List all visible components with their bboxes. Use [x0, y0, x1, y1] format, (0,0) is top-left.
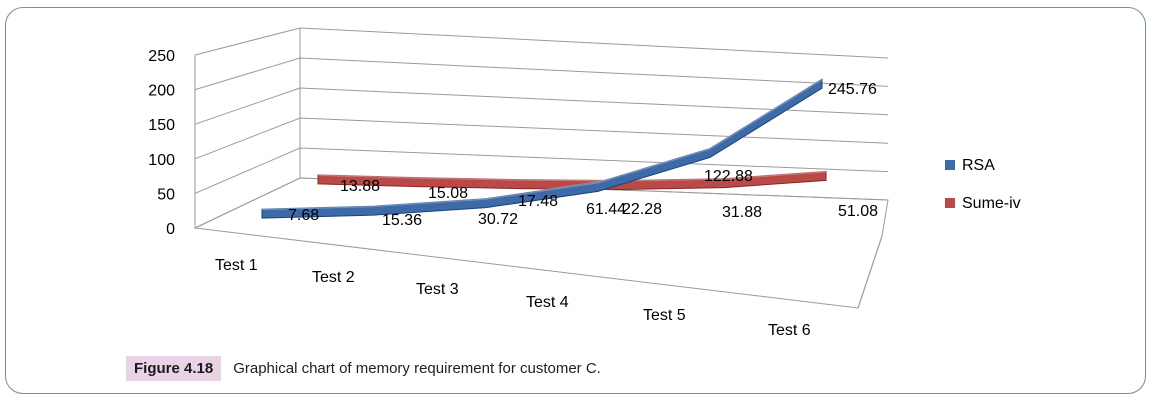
series-ribbon-sume-iv — [317, 170, 827, 190]
figure-caption: Figure 4.18 Graphical chart of memory re… — [126, 355, 601, 381]
gridline — [194, 117, 889, 160]
data-label: 122.88 — [704, 168, 753, 185]
gridlines — [194, 27, 889, 229]
gridline — [194, 27, 889, 59]
legend-swatch — [945, 160, 955, 170]
x-category-label: Test 6 — [768, 322, 811, 339]
data-label: 17.48 — [518, 193, 558, 210]
ribbon-highlight — [317, 170, 827, 182]
gridline — [194, 57, 889, 91]
data-label: 15.08 — [428, 185, 468, 202]
y-tick-label: 50 — [157, 186, 175, 203]
gridline — [194, 177, 889, 229]
data-label: 13.88 — [340, 178, 380, 195]
data-label: 15.36 — [382, 212, 422, 229]
ribbon-highlight — [261, 78, 823, 211]
caption-text: Graphical chart of memory requirement fo… — [233, 359, 601, 377]
legend-label: Sume-iv — [962, 195, 1021, 212]
gridline — [194, 87, 889, 125]
legend-swatch — [945, 198, 955, 208]
y-tick-label: 100 — [148, 152, 175, 169]
y-tick-label: 250 — [148, 48, 175, 65]
x-category-label: Test 4 — [526, 294, 569, 311]
gridline — [194, 147, 889, 194]
y-axis-ticks: 0 50 100 150 200 250 — [148, 48, 175, 238]
x-category-label: Test 3 — [416, 281, 459, 298]
x-category-label: Test 1 — [215, 257, 258, 274]
figure-label: Figure 4.18 — [126, 355, 222, 381]
data-label: 30.72 — [478, 211, 518, 228]
x-category-label: Test 2 — [312, 269, 355, 286]
x-axis-categories: Test 1 Test 2 Test 3 Test 4 Test 5 Test 6 — [215, 257, 811, 339]
series-ribbon-rsa — [261, 78, 823, 219]
data-label: 22.28 — [622, 201, 662, 218]
data-label: 61.44 — [586, 201, 626, 218]
y-tick-label: 0 — [166, 221, 175, 238]
legend: RSA Sume-iv — [945, 157, 1021, 212]
series-ribbons — [261, 78, 827, 219]
data-label: 245.76 — [828, 81, 877, 98]
data-label: 31.88 — [722, 204, 762, 221]
data-label: 51.08 — [838, 203, 878, 220]
right-floor-edge — [857, 235, 883, 309]
data-label: 7.68 — [288, 207, 319, 224]
y-tick-label: 200 — [148, 83, 175, 100]
y-tick-label: 150 — [148, 117, 175, 134]
legend-label: RSA — [962, 157, 995, 174]
data-labels: 7.68 15.36 30.72 61.44 122.88 245.76 13.88 15.0… — [288, 81, 878, 229]
x-category-label: Test 5 — [643, 307, 686, 324]
